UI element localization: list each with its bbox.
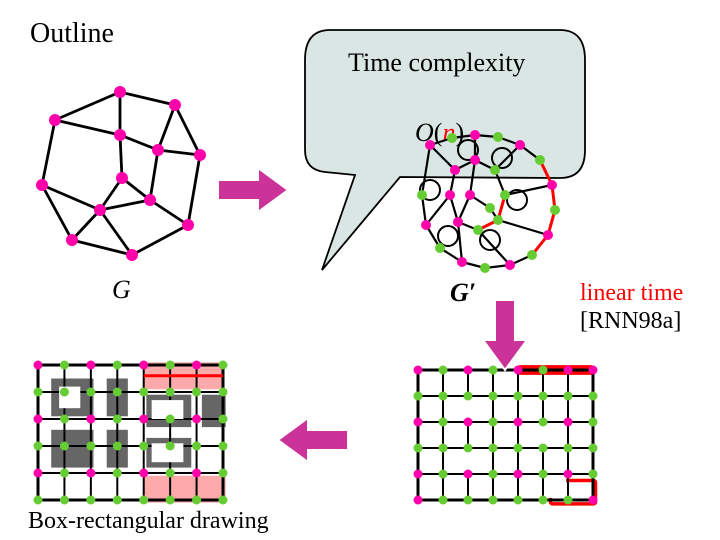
arrow bbox=[483, 300, 527, 370]
graph-gprime bbox=[417, 130, 560, 273]
arrow bbox=[218, 168, 288, 212]
box-rect-drawing bbox=[34, 361, 228, 505]
diagrams-svg bbox=[0, 0, 720, 540]
graph-g bbox=[36, 86, 206, 261]
arrow bbox=[278, 418, 348, 462]
slide: Outline Time complexity O(n) G G′ linear… bbox=[0, 0, 720, 540]
rect-drawing-gprime bbox=[414, 366, 598, 505]
